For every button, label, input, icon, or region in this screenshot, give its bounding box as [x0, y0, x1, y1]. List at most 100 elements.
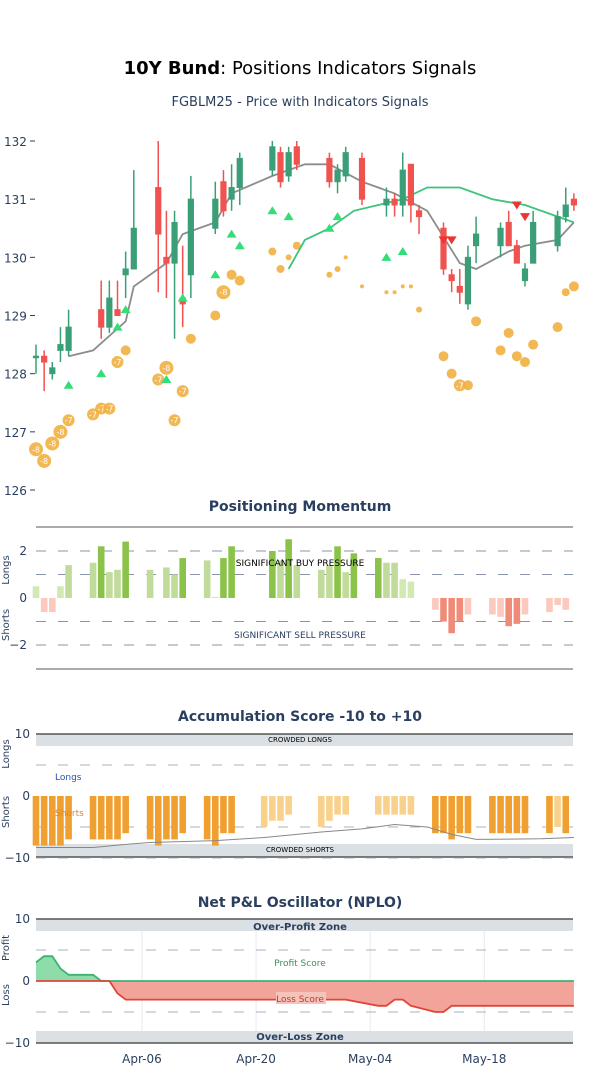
signal-bubble: [520, 357, 530, 368]
momentum-bar: [146, 569, 154, 598]
momentum-bar: [106, 572, 113, 598]
signal-bubble: [343, 255, 348, 260]
momentum-bar: [342, 572, 349, 598]
signal-bubble: [292, 241, 301, 250]
momentum-bar: [179, 558, 186, 598]
momentum-bar: [212, 596, 219, 598]
shorts-legend-label: Shorts: [55, 809, 84, 819]
accumulation-trend-line: [36, 823, 574, 848]
signal-bubble: [53, 424, 68, 439]
momentum-bar: [391, 562, 398, 598]
longs-legend-label: Longs: [55, 773, 82, 783]
signal-bubble: [168, 414, 181, 427]
accumulation-bar: [65, 796, 72, 840]
bubble-label: -7: [456, 381, 464, 390]
momentum-bar: [171, 574, 178, 598]
y-axis-label-loss: Loss: [1, 984, 12, 1006]
signal-bubble: [471, 316, 482, 327]
candle-body: [407, 163, 414, 206]
crowded-longs-band: [36, 734, 573, 746]
accumulation-bar: [114, 796, 121, 840]
accumulation-bar: [154, 796, 162, 846]
momentum-bar: [220, 558, 227, 598]
sell-pressure-annotation: SIGNIFICANT SELL PRESSURE: [234, 631, 366, 641]
momentum-bar: [114, 569, 121, 598]
accumulation-bar: [399, 796, 407, 815]
signal-bubble: [400, 284, 405, 289]
y-tick-label: 0: [22, 789, 30, 803]
accumulation-bar: [513, 796, 521, 834]
bubble-label: -8: [48, 439, 56, 448]
signal-bubble: [210, 310, 221, 321]
signal-bubble: [45, 436, 60, 451]
accumulation-bar: [464, 796, 472, 834]
signal-bubble: [216, 285, 231, 300]
bubble-label: -8: [56, 428, 64, 437]
candle-body: [130, 227, 137, 270]
x-tick-label: Apr-06: [122, 1052, 162, 1066]
momentum-bar: [375, 558, 382, 598]
candle-body: [277, 152, 284, 183]
ma-green-line: [287, 186, 575, 270]
candle-body: [122, 268, 129, 276]
accumulation-bar: [97, 796, 105, 840]
y-tick-label: −10: [5, 1036, 30, 1050]
accumulation-chart: 10 0 −10 Longs Shorts CROWDED LONGS CROWDED SH…: [1, 727, 574, 865]
loss-line: [36, 980, 574, 1013]
over-profit-band: [36, 919, 573, 931]
profit-score-label: Profit Score: [274, 959, 326, 969]
candle-body: [155, 187, 162, 235]
nplo-chart: 10 0 −10 Profit Loss Over-Profit Zone Over-Los…: [1, 912, 574, 1066]
bubble-label: -8: [219, 288, 227, 297]
y-tick-label: −2: [9, 638, 27, 652]
momentum-bar: [293, 565, 301, 598]
x-tick-label: May-18: [462, 1052, 506, 1066]
momentum-bar: [407, 581, 415, 598]
y-tick-label: 130: [4, 251, 27, 265]
momentum-bar: [440, 598, 447, 622]
y-tick-label: −10: [5, 851, 30, 865]
bubble-label: -8: [40, 457, 48, 466]
candle-body: [383, 198, 390, 206]
signal-bubble: [462, 380, 473, 391]
y-axis-label-shorts: Shorts: [1, 609, 12, 641]
signal-bubble: [568, 281, 579, 292]
signal-bubble: [438, 351, 449, 362]
candle-body: [473, 233, 480, 247]
buy-signal-triangle: [283, 212, 294, 221]
momentum-bar: [562, 598, 570, 610]
signal-bubble: [334, 265, 341, 272]
x-tick-label: May-04: [348, 1052, 392, 1066]
candle-body: [269, 146, 276, 171]
bubble-label: -7: [97, 405, 105, 414]
bubble-label: -7: [114, 358, 122, 367]
profit-line: [35, 955, 574, 982]
signal-bubble: [226, 269, 237, 280]
accumulation-bar: [179, 796, 186, 834]
signal-bubble: [276, 264, 285, 273]
signal-bubble: [408, 284, 413, 289]
y-tick-label: 10: [15, 912, 30, 926]
signal-bubble: [561, 288, 570, 297]
momentum-bar: [456, 598, 464, 622]
momentum-bar: [546, 598, 553, 613]
momentum-bar: [448, 598, 455, 634]
accumulation-bar: [497, 796, 504, 834]
signal-bubble: [62, 414, 75, 427]
y-tick-label: 0: [19, 591, 27, 605]
bubble-label: -7: [89, 410, 97, 419]
momentum-bar: [505, 598, 512, 627]
candle-body: [440, 227, 447, 270]
candle-body: [65, 326, 72, 351]
signal-bubble: [234, 275, 245, 286]
accumulation-bar: [375, 796, 382, 815]
candle-body: [163, 256, 170, 264]
buy-signal-triangle: [63, 380, 74, 389]
over-loss-band: [36, 1031, 573, 1043]
buy-signal-triangle: [161, 374, 172, 383]
buy-signal-triangle: [397, 247, 408, 256]
signal-bubble: [360, 284, 364, 289]
accumulation-bar: [228, 796, 235, 834]
momentum-bar: [277, 560, 284, 598]
